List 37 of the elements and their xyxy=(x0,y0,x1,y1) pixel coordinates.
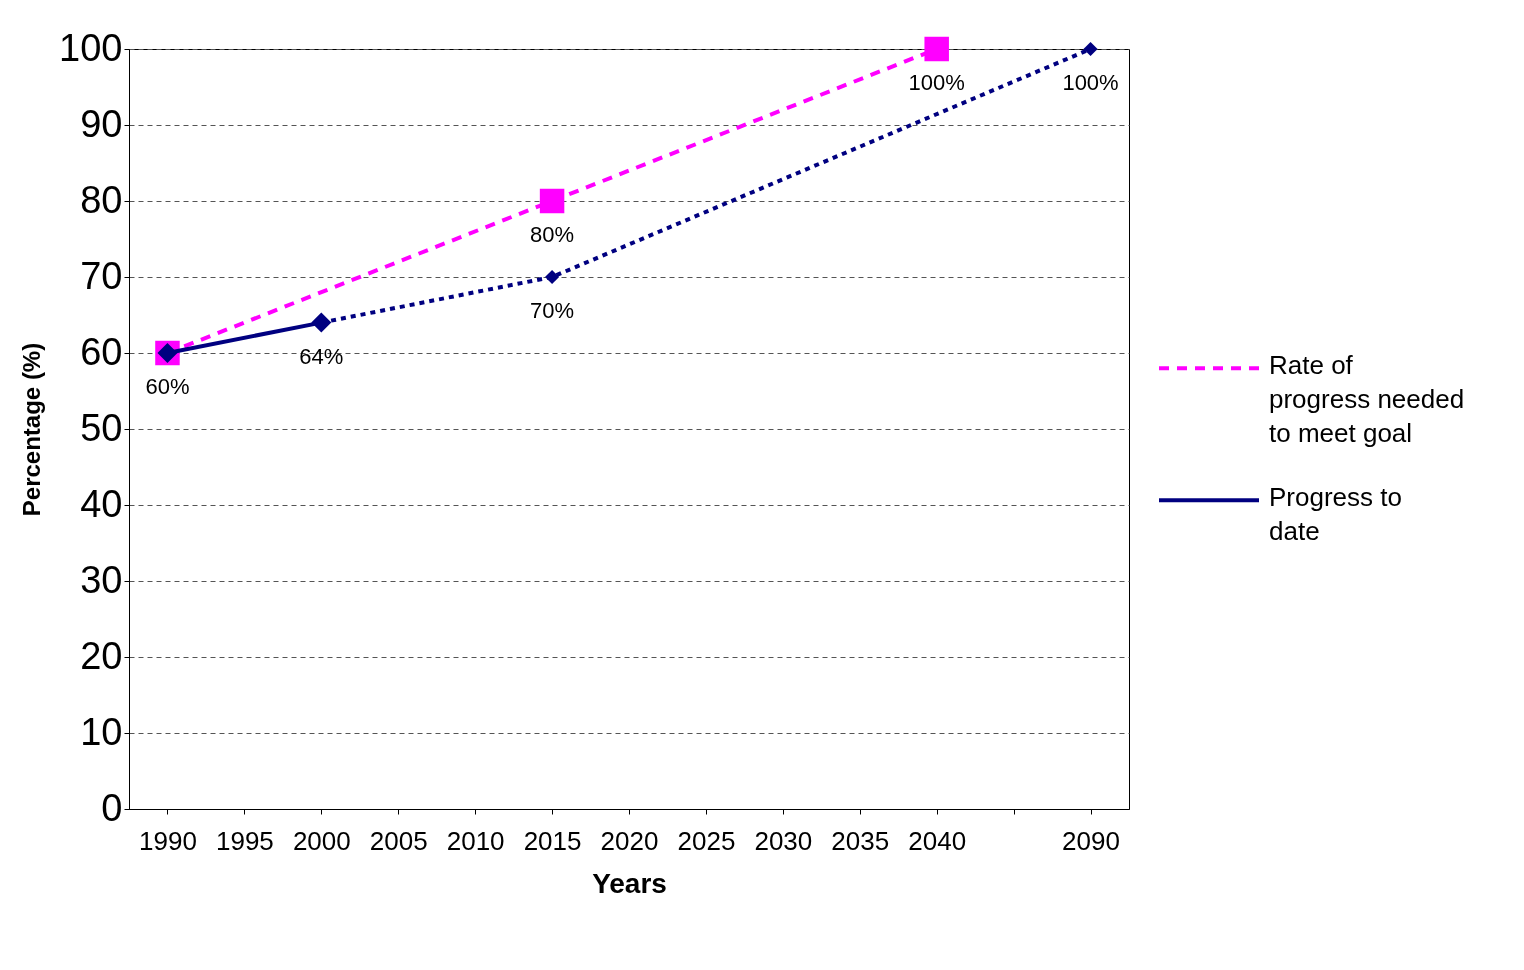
point xyxy=(1083,41,1098,57)
y-tick-label: 80 xyxy=(80,178,123,221)
data-label: 64% xyxy=(299,343,344,369)
x-tick-label: 2010 xyxy=(446,825,505,856)
x-tick-label: 2030 xyxy=(754,825,813,856)
y-tick-label: 60 xyxy=(80,330,123,373)
point xyxy=(924,36,949,62)
x-tick-label: 2015 xyxy=(523,825,582,856)
y-tick-label: 30 xyxy=(80,558,123,601)
y-tick-label: 0 xyxy=(101,786,123,829)
y-tick-label: 20 xyxy=(80,634,123,677)
y-tick-label: 70 xyxy=(80,254,123,297)
data-label: 100% xyxy=(908,70,965,95)
legend-label: Progress to date xyxy=(1269,482,1402,547)
data-label: 100% xyxy=(1062,70,1119,95)
x-tick-label: 1990 xyxy=(139,825,197,856)
y-tick-label: 100 xyxy=(59,26,123,69)
point xyxy=(545,269,560,285)
data-label: 60% xyxy=(145,374,190,399)
x-tick-label: 1995 xyxy=(215,825,274,856)
y-tick-label: 10 xyxy=(80,710,123,753)
x-tick-label: 2035 xyxy=(831,825,890,856)
y-tick-label: 90 xyxy=(80,102,123,145)
x-axis-title: Years xyxy=(592,867,667,899)
y-tick-label: 40 xyxy=(80,482,123,525)
x-tick-label: 2000 xyxy=(292,825,351,856)
x-tick-label: 2040 xyxy=(908,825,967,856)
x-tick-label: 2090 xyxy=(1062,825,1120,856)
x-tick-label: 2005 xyxy=(369,825,428,856)
x-tick-label: 2025 xyxy=(677,825,736,856)
data-label: 80% xyxy=(530,222,575,247)
point xyxy=(539,188,565,214)
x-tick-label: 2020 xyxy=(600,825,659,856)
y-tick-label: 50 xyxy=(80,406,123,449)
y-axis-title: Percentage (%) xyxy=(18,342,46,517)
data-label: 70% xyxy=(530,298,575,323)
legend-label: Rate of progress needed to meet goal xyxy=(1269,350,1465,449)
